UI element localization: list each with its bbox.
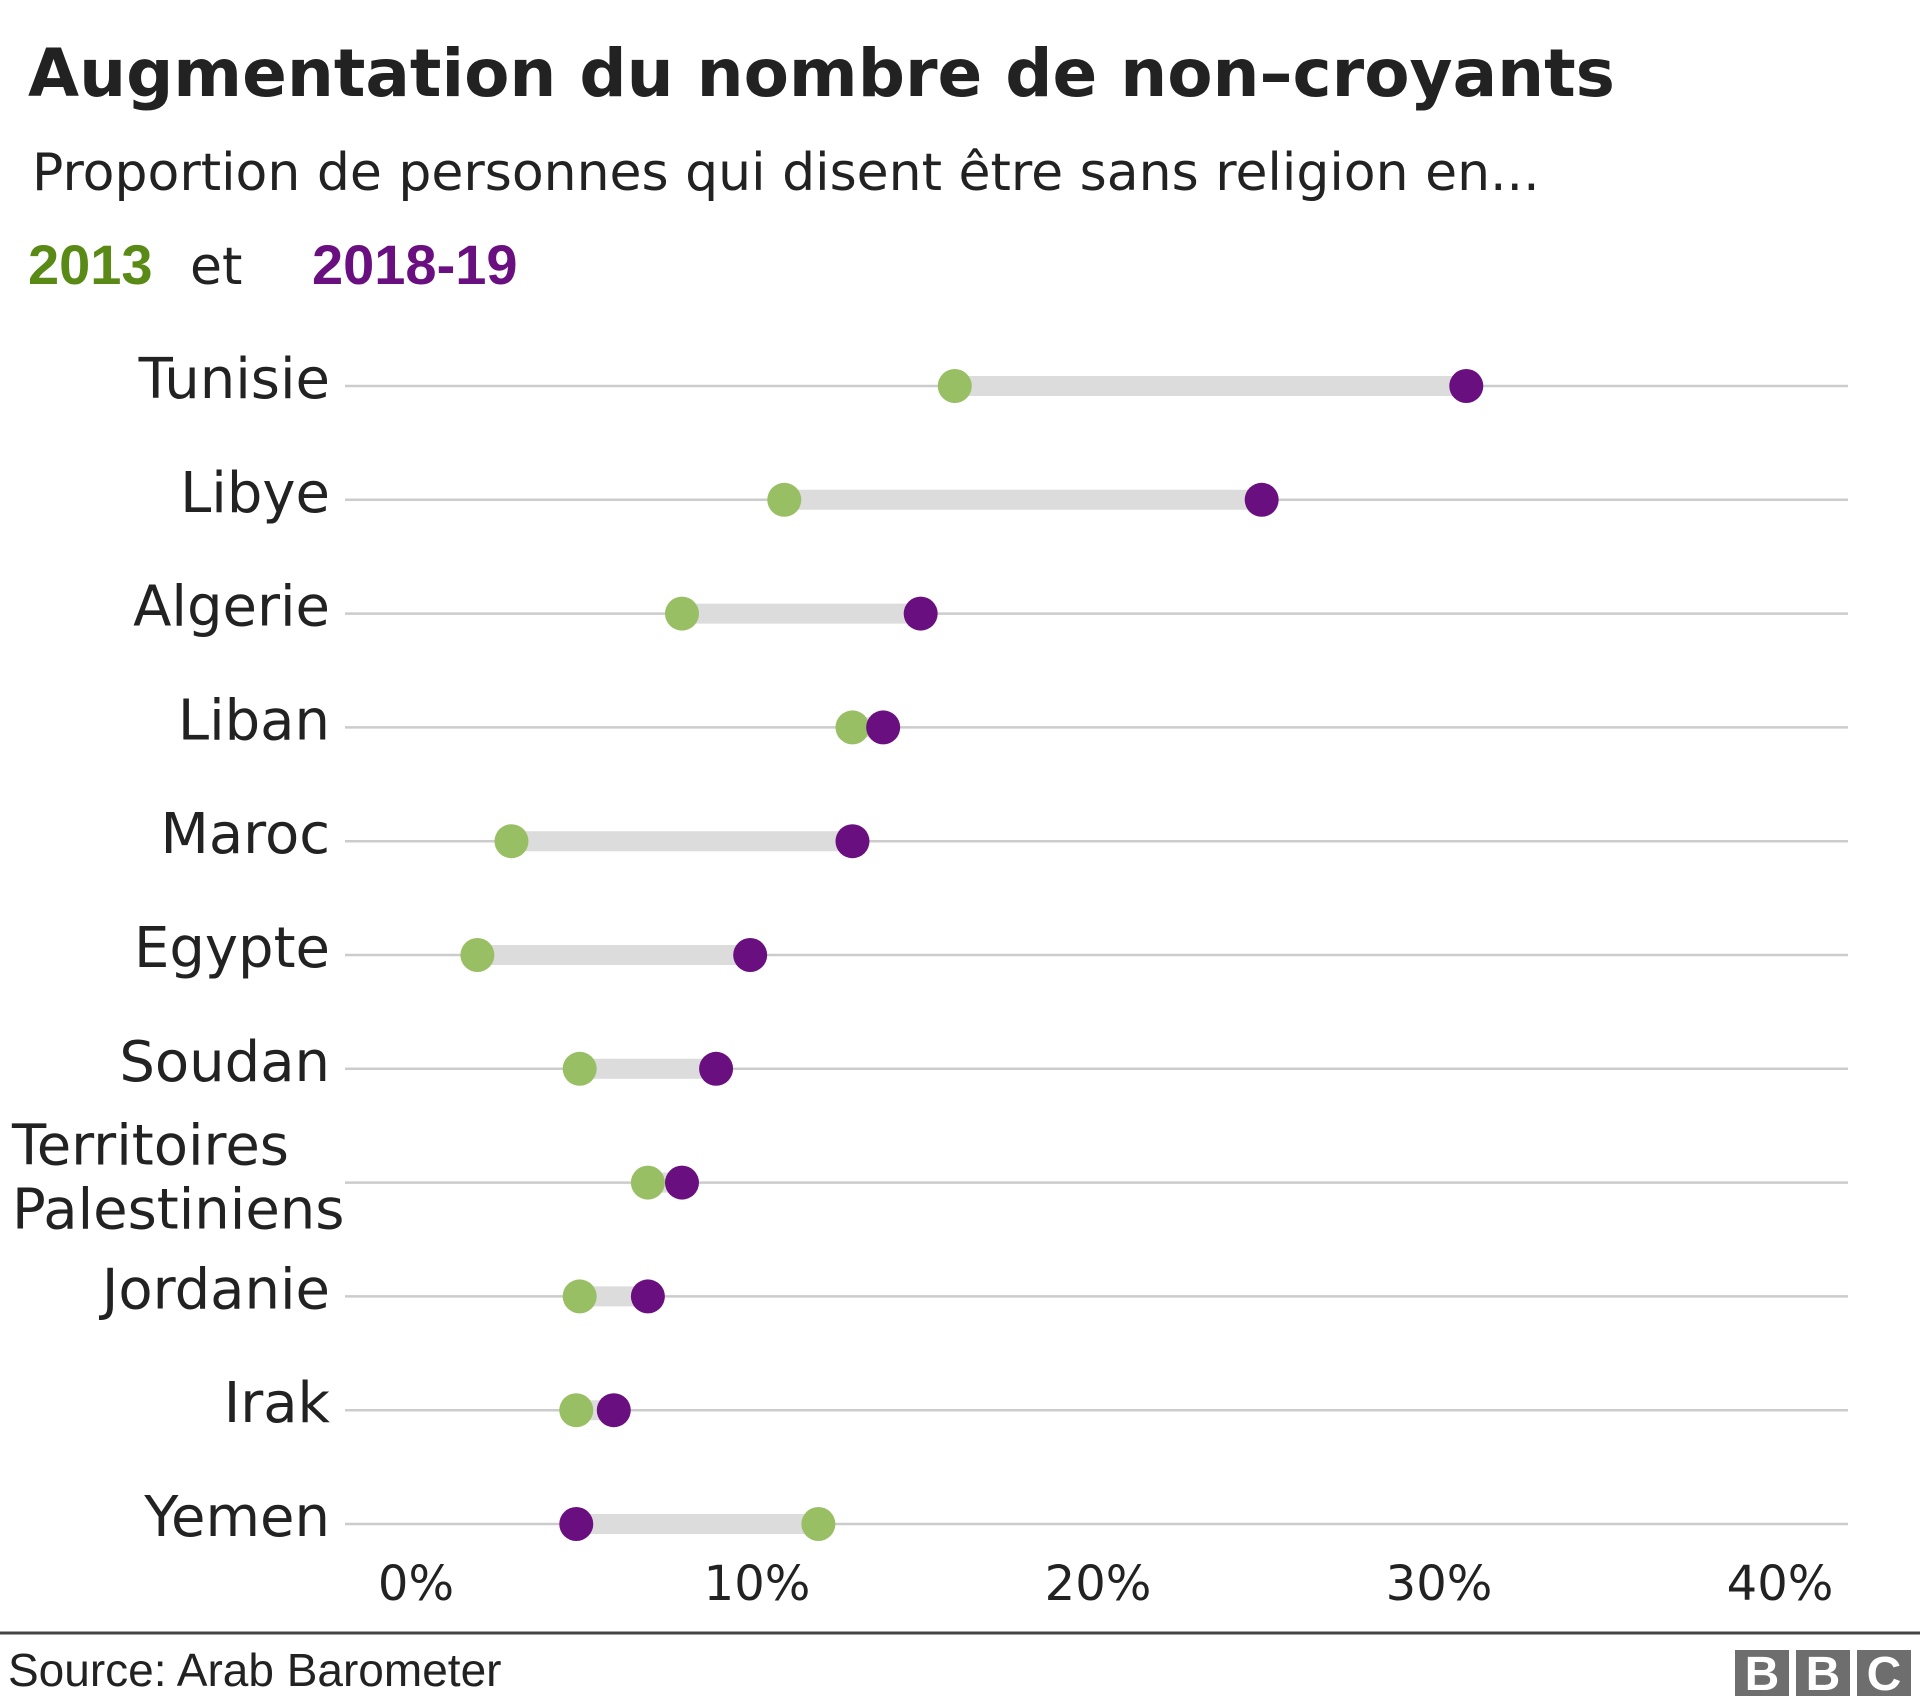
chart-subtitle: Proportion de personnes qui disent être … [32,143,1540,203]
category-label: Yemen [143,1485,330,1550]
point-2018-19 [1449,369,1484,403]
point-2013 [664,596,699,631]
x-axis-ticks: 0% 10% 20% 30% 40% [378,1556,1833,1612]
legend-2013: 2013 [28,233,153,296]
point-2013 [835,710,870,745]
point-2018-19 [559,1507,594,1541]
point-2018-19 [630,1279,665,1314]
point-2013 [460,938,495,972]
x-tick-label: 0% [378,1556,454,1612]
category-label: Maroc [161,802,330,867]
point-2018-19 [699,1051,734,1086]
category-label: Palestiniens [12,1178,344,1243]
point-2013 [562,1051,597,1086]
category-label: Jordanie [99,1257,330,1322]
point-2013 [630,1165,665,1200]
x-tick-label: 10% [704,1556,811,1612]
svg-text:B: B [1745,1648,1780,1701]
category-label: Tunisie [138,347,330,412]
point-2013 [562,1279,597,1314]
point-2013 [767,482,802,517]
category-label: Soudan [119,1030,330,1095]
x-tick-label: 20% [1045,1556,1152,1612]
category-labels: Tunisie Libye Algerie Liban Maroc Egypte Souda… [11,347,344,1550]
point-2018-19 [664,1165,699,1200]
x-tick-label: 40% [1727,1556,1834,1612]
point-2013 [801,1507,836,1541]
category-label: Libye [180,461,330,526]
point-2018-19 [596,1393,631,1428]
chart-title: Augmentation du nombre de non–croyants [28,35,1615,112]
point-2018-19 [835,824,870,859]
legend-connector: et [190,237,242,297]
category-label: Territoires [11,1114,289,1179]
bbc-logo: B B C [1735,1648,1911,1701]
x-tick-label: 30% [1386,1556,1493,1612]
point-2013 [559,1393,594,1428]
point-2013 [937,369,972,403]
legend-2018-19: 2018-19 [312,233,518,296]
legend: 2013 et 2018-19 [28,233,518,297]
point-2013 [494,824,529,859]
connectors [477,376,1467,1534]
point-2018-19 [866,710,901,745]
category-label: Liban [178,688,330,753]
category-label: Egypte [134,916,330,981]
svg-text:B: B [1806,1648,1841,1701]
point-2018-19 [1244,482,1279,517]
category-label: Algerie [133,575,330,640]
category-label: Irak [224,1371,331,1436]
source-note: Source: Arab Barometer [8,1644,501,1696]
data-points [460,369,1484,1541]
point-2018-19 [733,938,768,972]
svg-text:C: C [1867,1648,1902,1701]
point-2018-19 [903,596,938,631]
